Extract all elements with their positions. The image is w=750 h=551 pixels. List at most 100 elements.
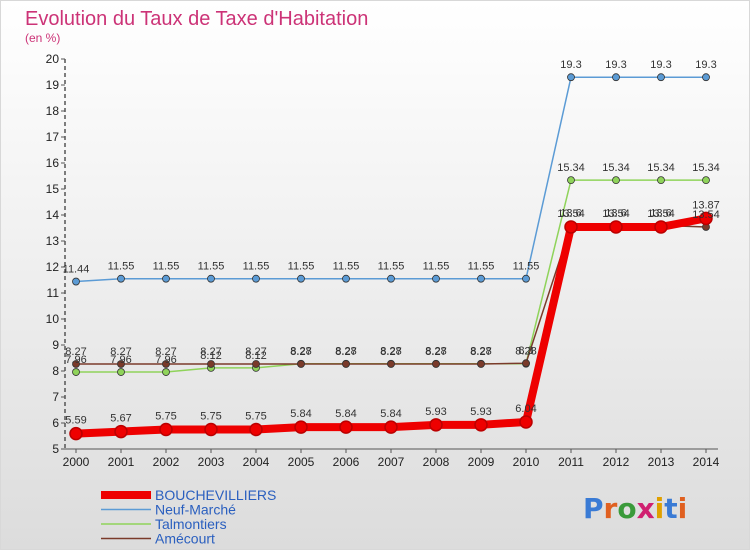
- x-tick-label: 2000: [63, 455, 90, 469]
- series-point: [207, 274, 215, 283]
- y-tick-label: 16: [46, 156, 60, 170]
- series-point: [117, 360, 125, 368]
- x-tick-label: 2002: [153, 455, 180, 469]
- series-line-0: [75, 76, 706, 283]
- data-label: 11.44: [63, 264, 90, 276]
- series-point: [432, 360, 440, 368]
- data-label: 13.87: [692, 199, 720, 211]
- data-label: 19.3: [605, 59, 626, 71]
- series-point: [564, 220, 578, 234]
- x-tick-label: 2005: [288, 455, 315, 469]
- data-label: 13.54: [557, 208, 585, 220]
- data-label: 8.27: [110, 346, 131, 358]
- series-point: [249, 422, 263, 437]
- series-point: [612, 176, 620, 185]
- y-tick-label: 14: [46, 208, 60, 222]
- data-label: 13.6: [560, 207, 581, 219]
- y-tick-label: 20: [46, 52, 60, 66]
- data-label: 8.28: [290, 346, 311, 358]
- data-label: 19.3: [650, 59, 671, 71]
- series-point: [474, 418, 488, 432]
- series-point: [252, 360, 260, 368]
- legend-label: BOUCHEVILLIERS: [155, 487, 276, 503]
- legend-label: Amécourt: [155, 531, 215, 547]
- series-point: [612, 73, 620, 82]
- series-line-3: [75, 214, 707, 438]
- data-label: 13.54: [647, 208, 675, 220]
- data-label: 11.55: [288, 261, 315, 273]
- data-label: 5.84: [335, 408, 356, 420]
- x-tick-label: 2003: [198, 455, 225, 469]
- data-label: 5.67: [110, 413, 131, 425]
- data-label: 8.28: [335, 346, 356, 358]
- data-label: 11.55: [333, 261, 360, 273]
- y-tick-label: 11: [47, 286, 60, 300]
- data-label: 19.3: [560, 59, 581, 71]
- y-tick-label: 6: [52, 416, 59, 430]
- series-point: [162, 274, 170, 283]
- data-label: 8.28: [515, 346, 536, 358]
- series-point: [702, 176, 710, 185]
- x-tick-label: 2013: [648, 455, 675, 469]
- data-label: 13.54: [692, 209, 720, 221]
- y-tick-label: 19: [46, 78, 60, 92]
- chart-legend: BOUCHEVILLIERSNeuf-MarchéTalmontiersAméc…: [101, 487, 276, 547]
- data-label: 8.27: [155, 346, 176, 358]
- data-label: 8.27: [65, 346, 86, 358]
- proxiti-logo: Proxiti: [583, 492, 687, 525]
- data-label: 5.93: [470, 406, 491, 418]
- y-tick-label: 17: [46, 130, 60, 144]
- series-point: [117, 274, 125, 283]
- data-label: 11.55: [108, 261, 135, 273]
- data-label: 13.6: [605, 207, 626, 219]
- data-label: 5.75: [245, 411, 266, 423]
- data-label: 15.34: [602, 162, 630, 174]
- x-tick-label: 2012: [603, 455, 630, 469]
- chart-series: [69, 73, 713, 441]
- data-label: 5.75: [200, 411, 221, 423]
- data-label: 11.55: [378, 261, 405, 273]
- data-label: 15.34: [557, 162, 585, 174]
- data-label: 5.75: [155, 411, 176, 423]
- data-label: 5.84: [380, 408, 401, 420]
- series-point: [114, 424, 128, 439]
- series-point: [252, 274, 260, 283]
- series-point: [162, 360, 170, 368]
- data-label: 8.27: [335, 346, 356, 358]
- data-label: 8.28: [425, 346, 446, 358]
- data-label: 8.28: [380, 346, 401, 358]
- series-point: [654, 220, 668, 234]
- legend-label: Neuf-Marché: [155, 502, 236, 518]
- x-tick-label: 2009: [468, 455, 495, 469]
- series-point: [699, 211, 713, 226]
- series-point: [339, 420, 353, 434]
- series-point: [162, 368, 170, 376]
- data-label: 11.55: [468, 261, 495, 273]
- series-point: [657, 176, 665, 185]
- data-label: 15.34: [647, 162, 675, 174]
- series-point: [72, 368, 80, 376]
- y-tick-label: 12: [46, 260, 60, 274]
- series-point: [387, 274, 395, 283]
- y-tick-label: 9: [52, 338, 59, 352]
- series-point: [342, 274, 350, 283]
- series-point: [522, 359, 530, 368]
- series-point: [387, 360, 395, 368]
- series-point: [429, 418, 443, 432]
- data-label: 5.84: [290, 408, 311, 420]
- data-label: 8.27: [200, 346, 221, 358]
- data-label: 8.27: [290, 346, 311, 358]
- x-tick-label: 2007: [378, 455, 405, 469]
- x-tick-label: 2010: [513, 455, 540, 469]
- svg-text:Proxiti: Proxiti: [583, 492, 687, 525]
- series-point: [297, 360, 305, 368]
- series-point: [204, 422, 218, 437]
- series-point: [702, 73, 710, 82]
- series-point: [432, 274, 440, 283]
- x-tick-label: 2004: [243, 455, 270, 469]
- series-point: [477, 274, 485, 283]
- y-tick-label: 5: [52, 442, 59, 456]
- series-point: [477, 360, 485, 368]
- data-label: 8.3: [518, 345, 533, 357]
